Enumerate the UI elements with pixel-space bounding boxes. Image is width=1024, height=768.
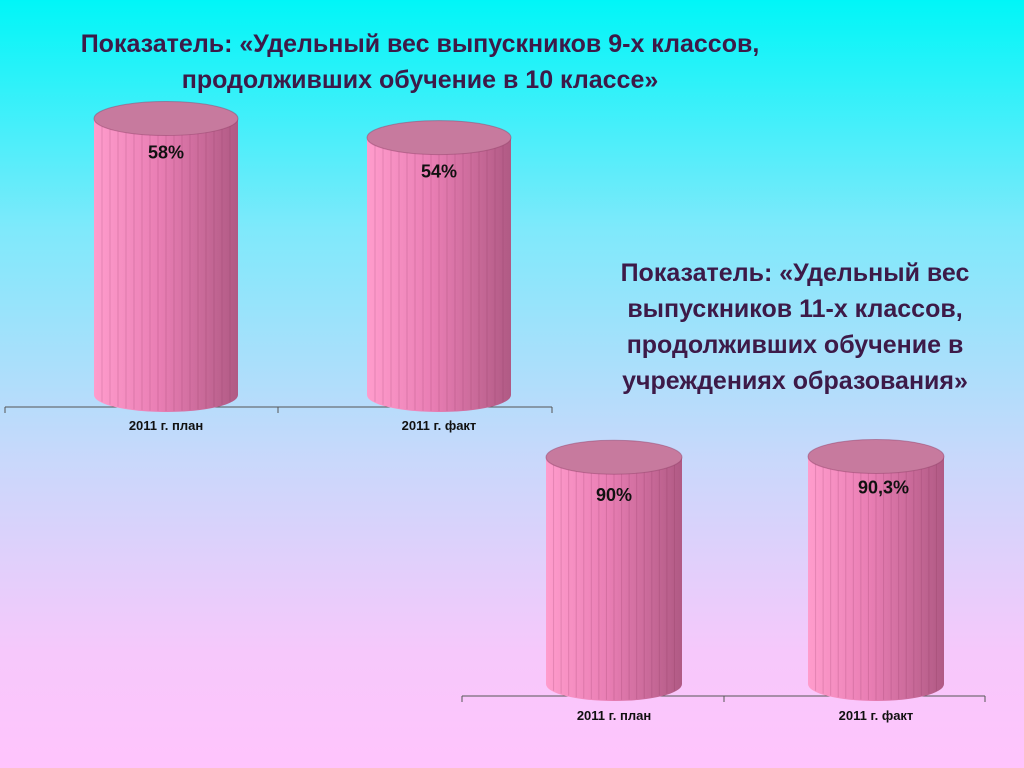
chart1-value-label: 58% (148, 143, 184, 163)
chart2-title-line-3: продолживших обучение в (626, 331, 964, 359)
chart1-category-label: 2011 г. факт (402, 418, 477, 433)
chart1-title-line-1: Показатель: «Удельный вес выпускников 9-… (80, 30, 760, 58)
chart2-value-label: 90,3% (858, 477, 909, 497)
chart2-bar-1 (545, 439, 683, 701)
chart1-title-line-2: продолживших обучение в 10 классе» (181, 66, 659, 94)
chart1-bar-1 (93, 101, 239, 413)
chart2-bar-2 (807, 438, 945, 701)
chart1-bar-2 (366, 120, 512, 412)
chart2-title-line-2: выпускников 11-х классов, (627, 295, 963, 323)
chart2-category-label: 2011 г. план (577, 708, 651, 723)
chart2-title-line-4: учреждениях образования» (622, 367, 968, 395)
chart2-title-line-1: Показатель: «Удельный вес (620, 259, 970, 287)
chart2-title: Показатель: «Удельный вес выпускников 11… (585, 255, 1005, 399)
chart1-category-label: 2011 г. план (129, 418, 203, 433)
chart1-title: Показатель: «Удельный вес выпускников 9-… (20, 26, 820, 98)
chart2-category-label: 2011 г. факт (839, 708, 914, 723)
chart2-value-label: 90% (596, 485, 632, 505)
chart1-value-label: 54% (421, 162, 457, 182)
